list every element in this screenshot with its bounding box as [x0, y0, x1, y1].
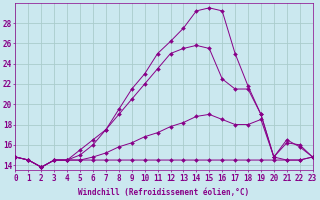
X-axis label: Windchill (Refroidissement éolien,°C): Windchill (Refroidissement éolien,°C) [78, 188, 250, 197]
